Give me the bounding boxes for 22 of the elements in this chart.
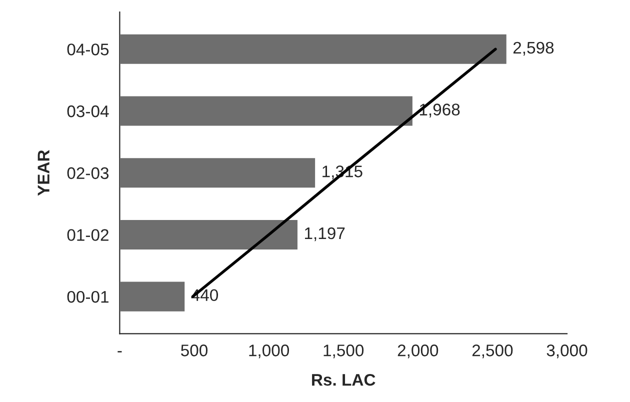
bar [120,280,186,313]
data-label: 1,197 [305,227,345,242]
y-tick-label: 00-01 [67,290,108,303]
x-tick-label: 2,500 [472,344,513,358]
bar [120,94,414,128]
x-tick-label: 1,000 [249,344,290,358]
y-tick-label: 04-05 [67,44,109,56]
y-axis-title: YEAR [38,150,50,196]
data-label: 2,598 [513,42,554,56]
x-tick-label: 500 [181,344,208,356]
bar [120,33,508,66]
bar [120,218,299,251]
x-tick-label: 2,000 [398,344,438,358]
bar [120,156,316,190]
data-label: 1,968 [420,104,460,118]
x-tick-label: 3,000 [546,344,588,358]
x-axis-title: Rs. LAC [312,374,376,386]
x-tick-label: - [118,351,122,352]
y-tick-label: 02-03 [67,167,109,180]
y-tick-label: 03-04 [67,105,109,118]
x-tick-label: 1,500 [324,344,364,358]
y-tick-label: 01-02 [67,229,108,241]
